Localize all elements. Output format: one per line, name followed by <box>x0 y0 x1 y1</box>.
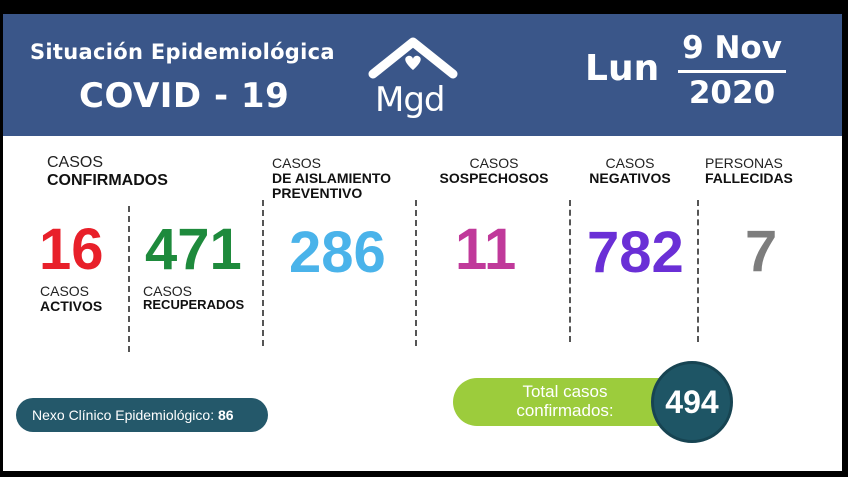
recuperados-value: 471 <box>145 217 242 282</box>
divider-5 <box>697 200 699 342</box>
negativos-value: 782 <box>587 220 684 285</box>
divider-4 <box>569 200 571 342</box>
date-day-month: 9 Nov <box>682 30 782 66</box>
confirmados-label: CASOS CONFIRMADOS <box>47 154 168 189</box>
sospechosos-value: 11 <box>455 217 517 282</box>
aislamiento-value: 286 <box>289 220 386 285</box>
divider-1 <box>128 206 130 352</box>
header-bar: Situación Epidemiológica COVID - 19 Mgd … <box>3 14 842 136</box>
sospechosos-label: CASOS SOSPECHOSOS <box>439 155 549 186</box>
title-situacion: Situación Epidemiológica <box>30 40 335 64</box>
logo-text: Mgd <box>375 80 445 120</box>
fallecidas-value: 7 <box>745 219 778 284</box>
date-year: 2020 <box>688 75 776 111</box>
date-day: Lun <box>585 48 660 89</box>
aislamiento-label: CASOS DE AISLAMIENTO PREVENTIVO <box>272 155 392 201</box>
infographic: Situación Epidemiológica COVID - 19 Mgd … <box>3 14 842 471</box>
total-label: Total casos confirmados: <box>516 382 614 420</box>
mgd-logo: Mgd <box>365 36 461 126</box>
activos-label: CASOS ACTIVOS <box>40 283 103 314</box>
fallecidas-label: PERSONAS FALLECIDAS <box>705 155 793 186</box>
negativos-label: CASOS NEGATIVOS <box>589 155 671 186</box>
activos-value: 16 <box>39 217 104 282</box>
nexo-label: Nexo Clínico Epidemiológico: <box>32 407 215 423</box>
divider-3 <box>415 200 417 346</box>
divider-2 <box>262 200 264 346</box>
total-pill <box>453 378 689 426</box>
house-heart-icon <box>368 37 458 79</box>
recuperados-label: CASOS RECUPERADOS <box>143 283 245 312</box>
nexo-value: 86 <box>217 407 234 423</box>
total-value: 494 <box>651 361 733 443</box>
nexo-badge: Nexo Clínico Epidemiológico: 86 <box>16 398 268 432</box>
title-covid: COVID - 19 <box>79 76 290 116</box>
date-divider <box>678 70 786 73</box>
